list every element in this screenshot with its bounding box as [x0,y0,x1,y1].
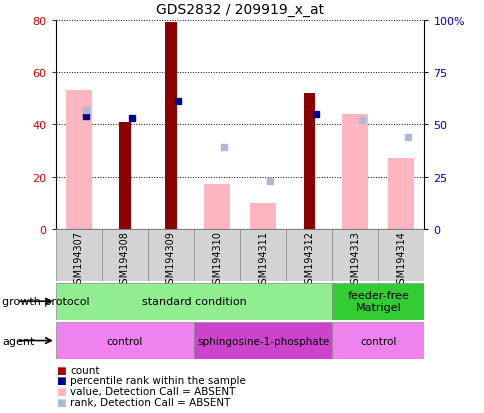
Text: GSM194313: GSM194313 [349,231,360,290]
Bar [119,122,130,229]
Bar [250,203,275,229]
Text: standard condition: standard condition [141,297,246,306]
FancyBboxPatch shape [56,322,194,359]
FancyBboxPatch shape [332,283,424,320]
FancyBboxPatch shape [378,229,424,281]
Title: GDS2832 / 209919_x_at: GDS2832 / 209919_x_at [156,3,323,17]
Bar [342,114,367,229]
Text: GSM194312: GSM194312 [303,231,314,290]
FancyBboxPatch shape [148,229,194,281]
Text: GSM194307: GSM194307 [74,231,84,290]
Bar [66,91,91,229]
FancyBboxPatch shape [240,229,286,281]
Text: count: count [70,365,100,375]
FancyBboxPatch shape [332,229,378,281]
Bar [165,23,176,229]
Text: GSM194308: GSM194308 [120,231,130,290]
Text: ■: ■ [56,386,65,396]
Text: GSM194310: GSM194310 [212,231,222,290]
Text: GSM194311: GSM194311 [257,231,268,290]
Bar [204,185,229,229]
Text: ■: ■ [56,375,65,385]
Text: agent: agent [2,336,35,346]
FancyBboxPatch shape [56,229,102,281]
Text: sphingosine-1-phosphate: sphingosine-1-phosphate [197,336,329,346]
FancyBboxPatch shape [286,229,332,281]
FancyBboxPatch shape [56,283,332,320]
Bar [388,159,413,229]
Text: value, Detection Call = ABSENT: value, Detection Call = ABSENT [70,386,235,396]
Text: control: control [106,336,143,346]
Text: feeder-free
Matrigel: feeder-free Matrigel [347,291,408,312]
Text: GSM194314: GSM194314 [395,231,406,290]
FancyBboxPatch shape [194,322,332,359]
Text: control: control [359,336,395,346]
Text: percentile rank within the sample: percentile rank within the sample [70,375,246,385]
FancyBboxPatch shape [194,229,240,281]
Text: rank, Detection Call = ABSENT: rank, Detection Call = ABSENT [70,397,230,407]
Text: ■: ■ [56,397,65,407]
FancyBboxPatch shape [102,229,148,281]
FancyBboxPatch shape [332,322,424,359]
Text: growth protocol: growth protocol [2,297,90,306]
Bar [303,94,314,229]
Text: ■: ■ [56,365,65,375]
Text: GSM194309: GSM194309 [166,231,176,290]
